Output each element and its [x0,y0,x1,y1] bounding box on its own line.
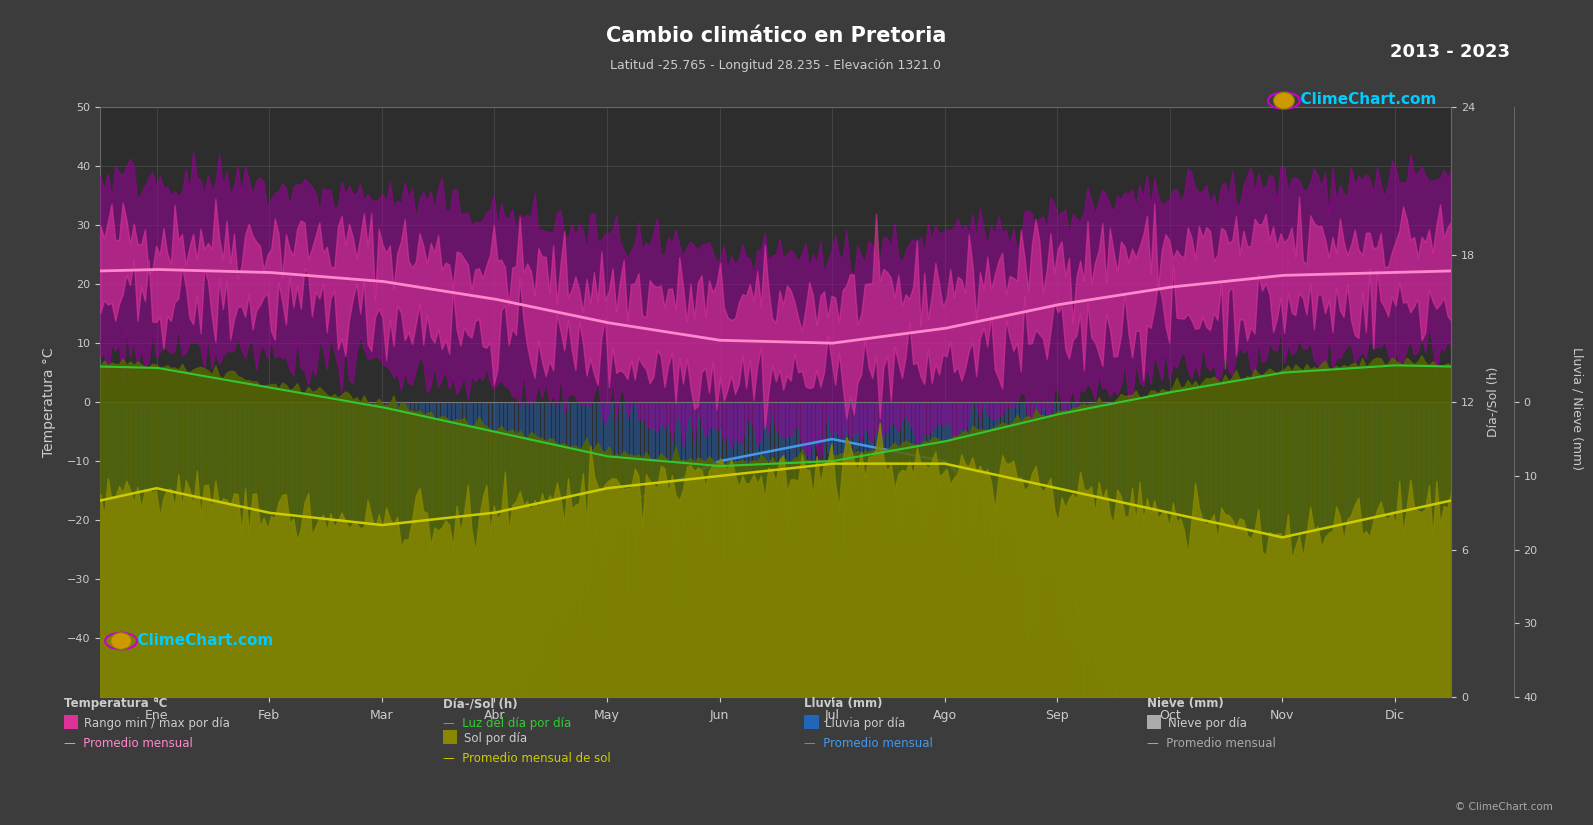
Text: Rango min / max por día: Rango min / max por día [84,717,231,730]
Text: Cambio climático en Pretoria: Cambio climático en Pretoria [605,26,946,46]
Text: ClimeChart.com: ClimeChart.com [1290,92,1437,107]
Text: —  Luz del día por día: — Luz del día por día [443,717,572,730]
Text: —  Promedio mensual: — Promedio mensual [1147,738,1276,751]
Text: 2013 - 2023: 2013 - 2023 [1391,43,1510,61]
Text: Día-/Sol (h): Día-/Sol (h) [443,697,518,710]
Text: Lluvia (mm): Lluvia (mm) [804,697,883,710]
Text: Temperatura °C: Temperatura °C [64,697,167,710]
Text: © ClimeChart.com: © ClimeChart.com [1456,802,1553,812]
Text: Sol por día: Sol por día [464,732,527,745]
Y-axis label: Temperatura °C: Temperatura °C [41,347,56,457]
Y-axis label: Día-/Sol (h): Día-/Sol (h) [1486,367,1499,437]
Text: Latitud -25.765 - Longitud 28.235 - Elevación 1321.0: Latitud -25.765 - Longitud 28.235 - Elev… [610,59,941,73]
Text: Lluvia por día: Lluvia por día [825,717,905,730]
Text: —  Promedio mensual de sol: — Promedio mensual de sol [443,752,610,766]
Text: —  Promedio mensual: — Promedio mensual [64,738,193,751]
Text: Lluvia / Nieve (mm): Lluvia / Nieve (mm) [1571,346,1583,470]
Text: Nieve por día: Nieve por día [1168,717,1247,730]
Text: Nieve (mm): Nieve (mm) [1147,697,1223,710]
Text: ClimeChart.com: ClimeChart.com [127,633,274,648]
Text: —  Promedio mensual: — Promedio mensual [804,738,933,751]
